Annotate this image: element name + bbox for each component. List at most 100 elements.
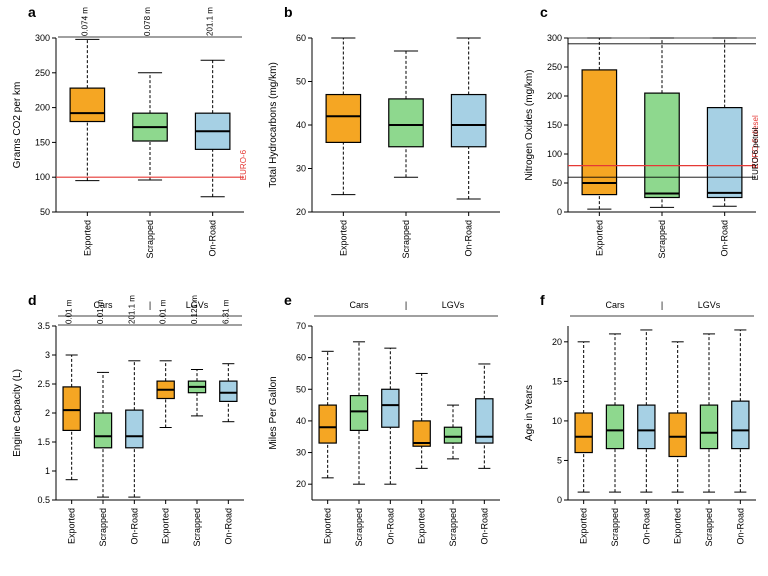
svg-text:LGVs: LGVs <box>442 300 465 310</box>
svg-text:EURO-6 petrol: EURO-6 petrol <box>751 128 760 181</box>
panel-label-a: a <box>28 4 36 20</box>
panel-label-c: c <box>540 4 548 20</box>
svg-text:20: 20 <box>296 207 306 217</box>
box-on-road <box>382 389 399 427</box>
svg-text:100: 100 <box>35 172 50 182</box>
box-on-road <box>638 405 655 449</box>
x-tick-label: On-Road <box>735 508 745 545</box>
x-tick-label: On-Road <box>223 508 233 545</box>
x-tick-label: Scrapped <box>610 508 620 547</box>
panel-e: e203040506070Miles Per GallonCarsLGVs|Ex… <box>256 288 512 576</box>
svg-text:0: 0 <box>557 495 562 505</box>
x-tick-label: Exported <box>594 220 604 256</box>
svg-text:150: 150 <box>547 120 562 130</box>
svg-text:200: 200 <box>35 103 50 113</box>
svg-text:5: 5 <box>557 455 562 465</box>
y-axis-title: Grams CO2 per km <box>12 82 23 169</box>
box-exported <box>669 413 686 457</box>
svg-text:6.31 m: 6.31 m <box>221 299 230 324</box>
svg-text:0.078 m: 0.078 m <box>143 7 152 36</box>
svg-text:300: 300 <box>547 33 562 43</box>
box-scrapped <box>606 405 623 449</box>
panel-c: c050100150200250300Nitrogen Oxides (mg/k… <box>512 0 768 288</box>
svg-text:20: 20 <box>552 337 562 347</box>
x-tick-label: Scrapped <box>704 508 714 547</box>
box-exported <box>63 387 80 431</box>
svg-text:201.1 m: 201.1 m <box>206 7 215 36</box>
box-on-road <box>732 401 749 448</box>
x-tick-label: Scrapped <box>145 220 155 259</box>
x-tick-label: Scrapped <box>448 508 458 547</box>
svg-text:50: 50 <box>296 384 306 394</box>
svg-text:20: 20 <box>296 479 306 489</box>
x-tick-label: On-Road <box>641 508 651 545</box>
x-tick-label: Scrapped <box>657 220 667 259</box>
box-scrapped <box>444 427 461 443</box>
panel-label-b: b <box>284 4 293 20</box>
panel-a: a50100150200250300Grams CO2 per km0.074 … <box>0 0 256 288</box>
x-tick-label: Scrapped <box>98 508 108 547</box>
x-tick-label: Exported <box>323 508 333 544</box>
svg-text:60: 60 <box>296 33 306 43</box>
box-on-road <box>707 108 741 198</box>
svg-text:2: 2 <box>45 408 50 418</box>
svg-text:0: 0 <box>557 207 562 217</box>
x-tick-label: Exported <box>67 508 77 544</box>
svg-text:70: 70 <box>296 321 306 331</box>
svg-text:30: 30 <box>296 448 306 458</box>
x-tick-label: Exported <box>338 220 348 256</box>
svg-text:0.074 m: 0.074 m <box>80 7 89 36</box>
chart-grid: a50100150200250300Grams CO2 per km0.074 … <box>0 0 768 576</box>
svg-text:Cars: Cars <box>349 300 369 310</box>
x-tick-label: Exported <box>417 508 427 544</box>
svg-text:300: 300 <box>35 33 50 43</box>
svg-text:0.121 m: 0.121 m <box>190 295 199 324</box>
box-on-road <box>451 95 485 147</box>
svg-text:50: 50 <box>296 77 306 87</box>
svg-text:LGVs: LGVs <box>698 300 721 310</box>
y-axis-title: Engine Capacity (L) <box>12 369 23 457</box>
svg-text:3.5: 3.5 <box>37 321 50 331</box>
y-axis-title: Total Hydrocarbons (mg/km) <box>268 62 279 188</box>
box-scrapped <box>350 396 367 431</box>
y-axis-title: Miles Per Gallon <box>268 376 279 449</box>
x-tick-label: Exported <box>579 508 589 544</box>
svg-text:150: 150 <box>35 137 50 147</box>
svg-text:10: 10 <box>552 416 562 426</box>
svg-text:30: 30 <box>296 164 306 174</box>
panel-f: f05101520Age in YearsCarsLGVs|ExportedSc… <box>512 288 768 576</box>
svg-text:250: 250 <box>35 68 50 78</box>
panel-label-f: f <box>540 292 545 308</box>
svg-text:50: 50 <box>552 178 562 188</box>
x-tick-label: Exported <box>673 508 683 544</box>
svg-text:|: | <box>661 300 663 310</box>
svg-text:|: | <box>149 300 151 310</box>
panel-label-d: d <box>28 292 37 308</box>
panel-d: d0.511.522.533.5Engine Capacity (L)CarsL… <box>0 288 256 576</box>
box-exported <box>70 88 104 121</box>
x-tick-label: Scrapped <box>401 220 411 259</box>
svg-text:1: 1 <box>45 466 50 476</box>
box-scrapped <box>389 99 423 147</box>
box-exported <box>582 70 616 195</box>
box-scrapped <box>94 413 111 448</box>
x-tick-label: On-Road <box>464 220 474 257</box>
y-axis-title: Nitrogen Oxides (mg/km) <box>524 69 535 180</box>
svg-text:40: 40 <box>296 416 306 426</box>
svg-text:201.1 m: 201.1 m <box>127 295 136 324</box>
svg-text:0.5: 0.5 <box>37 495 50 505</box>
x-tick-label: Exported <box>82 220 92 256</box>
x-tick-label: On-Road <box>720 220 730 257</box>
panel-b: b 20 30 40 50 60 Total Hydrocarbons (mg/km) Exp… <box>256 0 512 288</box>
box-on-road <box>126 410 143 448</box>
svg-text:2.5: 2.5 <box>37 379 50 389</box>
svg-text:40: 40 <box>296 120 306 130</box>
x-tick-label: On-Road <box>129 508 139 545</box>
svg-text:250: 250 <box>547 62 562 72</box>
svg-text:200: 200 <box>547 91 562 101</box>
box-exported <box>326 95 360 143</box>
panel-label-e: e <box>284 292 292 308</box>
svg-text:EURO-6: EURO-6 <box>239 149 248 180</box>
svg-text:1.5: 1.5 <box>37 437 50 447</box>
box-on-road <box>220 381 237 401</box>
